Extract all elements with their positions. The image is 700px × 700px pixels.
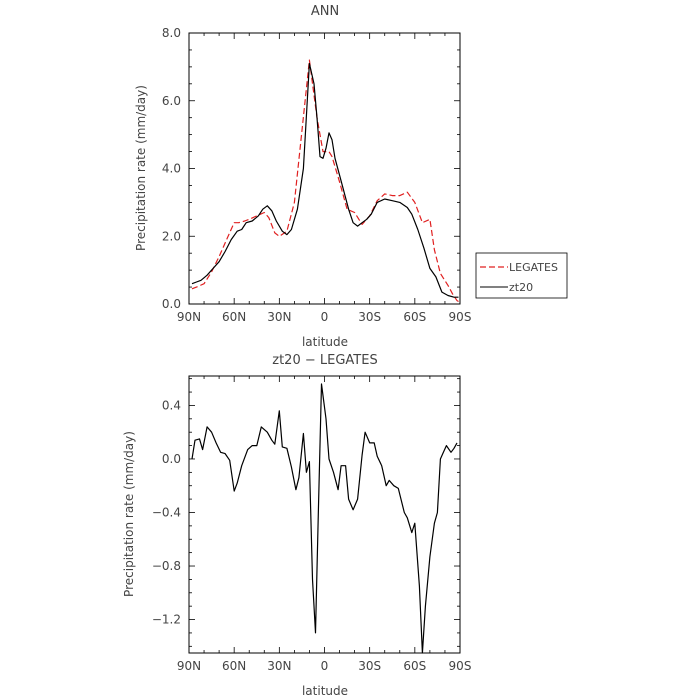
bottom-x-tick-label: 90N <box>177 659 201 673</box>
top-series-lines <box>191 59 461 303</box>
legend-box <box>475 252 568 299</box>
bottom-axis-ticks <box>188 376 461 653</box>
top-series-line-zt20 <box>191 62 459 298</box>
bottom-x-tick-label: 60S <box>403 659 426 673</box>
bottom-series-lines <box>191 383 458 654</box>
top-y-tick-labels: 0.0 2.0 4.0 6.0 8.0 <box>162 26 181 311</box>
bottom-y-tick-label: −0.8 <box>152 559 181 573</box>
bottom-y-tick-labels: −1.2 −0.8 −0.4 0.0 0.4 <box>152 398 181 626</box>
top-panel: ANN 90N 60N 30N 0 30S 60S 90S 0.02.04.06.08.0 … <box>134 4 471 349</box>
bottom-x-tick-label: 30S <box>358 659 381 673</box>
legend-label-zt20: zt20 <box>509 281 533 294</box>
bottom-plot-frame <box>188 375 461 654</box>
bottom-y-tick-label: −0.4 <box>152 505 181 519</box>
top-x-tick-label: 60N <box>222 310 246 324</box>
bottom-x-tick-label: 60N <box>222 659 246 673</box>
top-y-tick-label: 8.0 <box>162 26 181 40</box>
top-chart-title: ANN <box>311 4 339 19</box>
top-x-tick-label: 30N <box>267 310 291 324</box>
top-y-tick-label: 6.0 <box>162 94 181 108</box>
bottom-y-tick-label: −1.2 <box>152 613 181 627</box>
bottom-x-tick-label: 90S <box>449 659 472 673</box>
top-y-tick-label: 0.0 <box>162 297 181 311</box>
bottom-x-axis-label: latitude <box>302 684 348 698</box>
bottom-x-tick-labels: 90N 60N 30N 0 30S 60S 90S <box>177 659 472 673</box>
top-y-tick-label: 2.0 <box>162 229 181 243</box>
top-x-axis-label: latitude <box>302 335 348 349</box>
top-x-tick-labels: 90N 60N 30N 0 30S 60S 90S <box>177 310 472 324</box>
top-x-tick-label: 30S <box>358 310 381 324</box>
bottom-y-tick-label: 0.0 <box>162 452 181 466</box>
bottom-y-tick-label: 0.4 <box>162 398 181 412</box>
legend: LEGATES zt20 <box>475 252 568 299</box>
top-x-tick-label: 90S <box>449 310 472 324</box>
top-y-axis-label: Precipitation rate (mm/day) <box>134 85 148 251</box>
top-plot-frame <box>188 32 461 305</box>
top-y-tick-label: 4.0 <box>162 162 181 176</box>
bottom-chart-title: zt20 − LEGATES <box>272 353 377 368</box>
bottom-series-line-difference <box>191 383 458 654</box>
top-axis-ticks <box>188 32 461 305</box>
bottom-x-tick-label: 0 <box>321 659 329 673</box>
legend-label-legates: LEGATES <box>509 261 558 274</box>
bottom-panel: zt20 − LEGATES 90N 60N 30N 0 30S 60S 90S −1.2−… <box>122 353 471 698</box>
top-x-tick-label: 0 <box>321 310 329 324</box>
top-x-tick-label: 60S <box>403 310 426 324</box>
top-series-line-legates <box>191 59 461 303</box>
bottom-x-tick-label: 30N <box>267 659 291 673</box>
bottom-y-axis-label: Precipitation rate (mm/day) <box>122 431 136 597</box>
top-x-tick-label: 90N <box>177 310 201 324</box>
